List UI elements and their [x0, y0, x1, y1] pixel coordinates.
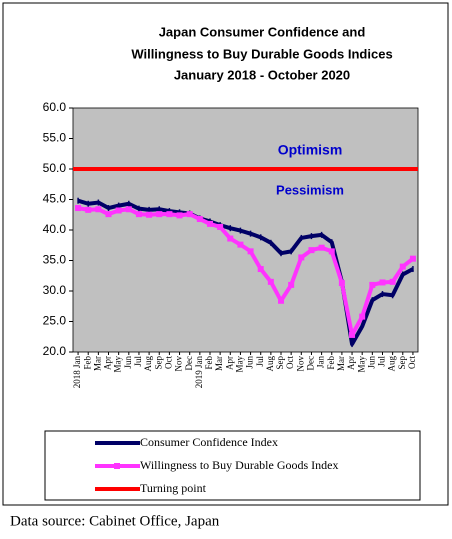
marker: [146, 211, 153, 218]
x-tick-label: Jun: [123, 356, 133, 369]
x-tick-label: Sep: [397, 356, 407, 370]
x-tick-label: Mar: [214, 356, 224, 371]
y-tick-label: 25.0: [43, 314, 67, 328]
marker: [338, 280, 345, 287]
marker: [308, 247, 315, 254]
x-tick-label: 2019 Jan: [194, 356, 204, 389]
marker: [288, 281, 295, 288]
marker: [227, 235, 234, 242]
series-line: [77, 206, 415, 337]
marker: [217, 223, 224, 230]
marker: [176, 212, 183, 219]
marker: [399, 263, 406, 270]
x-tick-label: May: [234, 356, 244, 373]
marker: [156, 211, 163, 218]
x-tick-label: Sep: [153, 356, 163, 370]
x-tick-label: Jun: [366, 356, 376, 369]
x-tick-label: Jul: [377, 356, 387, 367]
marker: [257, 266, 264, 273]
marker: [409, 255, 416, 262]
x-tick-label: Jul: [133, 356, 143, 367]
marker: [95, 206, 102, 213]
annotation: Optimism: [278, 142, 343, 158]
marker: [125, 206, 132, 213]
y-tick-label: 45.0: [43, 192, 67, 206]
marker: [115, 207, 122, 214]
annotation: Pessimism: [276, 182, 344, 197]
marker: [105, 211, 112, 218]
x-tick-label: May: [113, 356, 123, 373]
marker: [135, 211, 142, 218]
marker: [196, 216, 203, 223]
marker: [369, 281, 376, 288]
x-tick-label: Oct: [285, 356, 295, 369]
y-tick-label: 35.0: [43, 253, 67, 267]
marker: [328, 248, 335, 255]
x-tick-label: 2018 Jan: [72, 356, 82, 389]
x-tick-label: Apr: [346, 356, 356, 370]
marker: [379, 279, 386, 286]
marker: [85, 206, 92, 213]
legend-marker: [114, 463, 120, 469]
x-tick-label: Sep: [275, 356, 285, 370]
x-tick-label: May: [356, 356, 366, 373]
x-tick-label: Feb: [326, 356, 336, 370]
legend-label: Consumer Confidence Index: [140, 435, 278, 449]
marker: [278, 297, 285, 304]
series-line: [77, 198, 414, 347]
plot-area: [72, 107, 419, 353]
x-tick-label: Oct: [407, 356, 417, 369]
marker: [349, 331, 356, 338]
y-tick-label: 50.0: [43, 161, 67, 175]
x-tick-label: Oct: [163, 356, 173, 369]
x-tick-label: Apr: [103, 356, 113, 370]
chart-title: Willingness to Buy Durable Goods Indices: [131, 46, 392, 61]
marker: [389, 278, 396, 285]
x-tick-label: Aug: [387, 356, 397, 372]
x-tick-label: Aug: [143, 356, 153, 372]
marker: [206, 220, 213, 227]
y-tick-label: 40.0: [43, 222, 67, 236]
source-note: Data source: Cabinet Office, Japan: [10, 513, 220, 529]
marker: [318, 244, 325, 251]
marker: [186, 211, 193, 218]
x-tick-label: Nov: [174, 356, 184, 372]
marker: [247, 248, 254, 255]
x-tick-label: Jan: [316, 356, 326, 368]
chart-title: Japan Consumer Confidence and: [159, 24, 366, 39]
marker: [237, 241, 244, 248]
x-tick-label: Feb: [204, 356, 214, 370]
y-tick-label: 30.0: [43, 283, 67, 297]
x-tick-label: Dec: [184, 356, 194, 371]
marker: [359, 313, 366, 320]
marker: [166, 211, 173, 218]
chart-title: January 2018 - October 2020: [174, 67, 350, 82]
x-tick-label: Feb: [82, 356, 92, 370]
legend-label: Turning point: [140, 481, 207, 495]
x-tick-label: Mar: [336, 356, 346, 371]
y-tick-label: 20.0: [43, 344, 67, 358]
y-tick-label: 60.0: [43, 100, 67, 114]
x-tick-label: Jun: [245, 356, 255, 369]
x-tick-label: Mar: [92, 356, 102, 371]
x-tick-label: Aug: [265, 356, 275, 372]
y-tick-label: 55.0: [43, 131, 67, 145]
legend-label: Willingness to Buy Durable Goods Index: [140, 458, 339, 472]
marker: [267, 278, 274, 285]
x-tick-label: Dec: [306, 356, 316, 371]
x-tick-label: Nov: [295, 356, 305, 372]
x-tick-label: Jul: [255, 356, 265, 367]
marker: [298, 254, 305, 261]
marker: [75, 205, 82, 212]
x-tick-label: Apr: [224, 356, 234, 370]
